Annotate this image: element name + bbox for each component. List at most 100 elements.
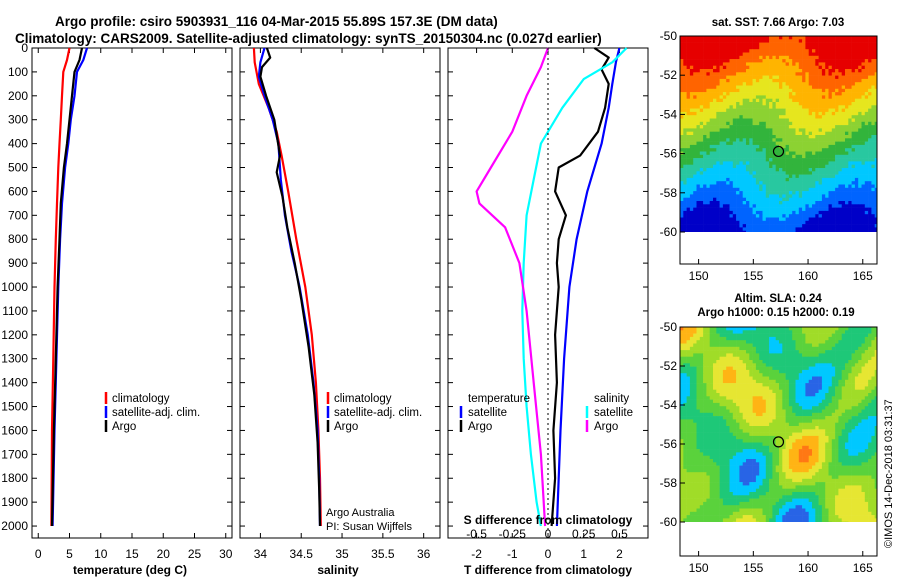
lon-tick-label: 160 (798, 269, 818, 283)
y-tick-label: 1400 (1, 376, 28, 390)
lon-tick-label: 155 (743, 269, 763, 283)
y-tick-label: 1000 (1, 280, 28, 294)
lon-tick-label: 155 (743, 561, 763, 575)
lon-tick-label: 165 (853, 561, 873, 575)
y-tick-label: 1200 (1, 328, 28, 342)
sla-map-frame (679, 326, 878, 557)
s-difference-label: S difference from climatology (464, 513, 633, 527)
lon-tick-label: 150 (689, 269, 709, 283)
sst-map: sat. SST: 7.66 Argo: 7.03 -50 -52 -54 -56 -5… (660, 17, 878, 283)
y-tick-label: 600 (8, 184, 28, 198)
legend-label-t-satellite: satellite (468, 407, 507, 419)
temperature-frame (31, 47, 233, 539)
legend-label-t-argo: Argo (468, 421, 492, 433)
title-line-2: Climatology: CARS2009. Satellite-adjuste… (15, 31, 602, 46)
y-tick-label: 100 (8, 65, 28, 79)
temperature-legend: climatology satellite-adj. clim. Argo (104, 392, 200, 433)
legend-label-satellite-adj: satellite-adj. clim. (112, 407, 200, 419)
title-line-1: Argo profile: csiro 5903931_116 04-Mar-2… (55, 14, 498, 29)
legend-label-s-argo: Argo (594, 421, 618, 433)
y-tick-label: 400 (8, 137, 28, 151)
lat-tick-label: -56 (660, 437, 678, 451)
sla-title-1: Altim. SLA: 0.24 (734, 293, 822, 305)
lat-tick-label: -50 (660, 29, 678, 43)
x-tick-label: 0 (545, 547, 552, 561)
x-tick-label: 15 (125, 547, 139, 561)
y-tick-label: 1500 (1, 400, 28, 414)
x-tick-label: 0 (35, 547, 42, 561)
legend-label-s-satellite: satellite (594, 407, 633, 419)
x-tick-label: 25 (188, 547, 202, 561)
lat-tick-label: -58 (660, 476, 678, 490)
series-climatology-line (50, 47, 71, 527)
series-climatology-line (252, 47, 322, 527)
s-tick-label: 0.5 (611, 527, 628, 541)
y-tick-label: 2000 (1, 519, 28, 533)
lat-tick-label: -50 (660, 320, 678, 334)
s-tick-label: -0.5 (466, 527, 487, 541)
lat-tick-label: -58 (660, 186, 678, 200)
x-tick-label: 30 (219, 547, 233, 561)
legend-label-satellite-adj: satellite-adj. clim. (334, 407, 422, 419)
watermark: ©IMOS 14-Dec-2018 03:31:37 (883, 399, 895, 548)
legend-label-climatology: climatology (334, 393, 392, 405)
series-satellite-line (555, 47, 621, 527)
lon-tick-label: 150 (689, 561, 709, 575)
x-tick-label: 5 (66, 547, 73, 561)
legend-label-argo: Argo (112, 421, 136, 433)
sst-map-frame (679, 35, 878, 265)
y-tick-label: 500 (8, 161, 28, 175)
lat-tick-label: -54 (660, 398, 678, 412)
sla-title-2: Argo h1000: 0.15 h2000: 0.19 (697, 307, 854, 319)
y-tick-label: 800 (8, 232, 28, 246)
y-tick-label: 0 (21, 41, 28, 55)
s-tick-label: 0.25 (572, 527, 596, 541)
lat-tick-label: -52 (660, 359, 678, 373)
legend-label-argo: Argo (334, 421, 358, 433)
y-tick-label: 700 (8, 208, 28, 222)
x-tick-label: 2 (616, 547, 623, 561)
series-argo-line (475, 47, 550, 527)
lon-tick-label: 165 (853, 269, 873, 283)
x-tick-label: -2 (471, 547, 482, 561)
series-argo-line (550, 47, 610, 527)
lat-tick-label: -54 (660, 107, 678, 121)
y-tick-label: 900 (8, 256, 28, 270)
x-tick-label: 35.5 (371, 547, 395, 561)
temperature-panel: 0100200300400500600700800900100011001200… (1, 41, 232, 577)
lat-tick-label: -60 (660, 225, 678, 239)
series-argo-line (50, 47, 84, 527)
y-tick-label: 1100 (2, 304, 28, 318)
temperature-xlabel: temperature (deg C) (73, 563, 187, 577)
sst-map-title: sat. SST: 7.66 Argo: 7.03 (712, 17, 845, 29)
float-position-marker (772, 436, 785, 448)
x-tick-label: 20 (157, 547, 171, 561)
y-tick-label: 1300 (1, 352, 28, 366)
salinity-xlabel: salinity (317, 563, 359, 577)
x-tick-label: 1 (580, 547, 587, 561)
series-satellite-line (521, 47, 628, 527)
difference-xlabel: T difference from climatology (464, 563, 632, 577)
series-argo-line (259, 47, 322, 527)
s-tick-label: -0.25 (499, 527, 527, 541)
y-tick-label: 1700 (1, 447, 28, 461)
x-tick-label: 34 (254, 547, 268, 561)
x-tick-label: 34.5 (290, 547, 314, 561)
lat-tick-label: -60 (660, 515, 678, 529)
legend-title-salinity: salinity (594, 393, 629, 405)
legend-label-climatology: climatology (112, 393, 170, 405)
y-tick-label: 300 (8, 113, 28, 127)
salinity-panel: 34 34.5 35 35.5 36 salinity climatology sate… (239, 47, 441, 577)
legend-title-temperature: temperature (468, 393, 530, 405)
y-tick-label: 200 (8, 89, 28, 103)
x-tick-label: 10 (94, 547, 108, 561)
salinity-frame (239, 47, 441, 539)
lat-tick-label: -56 (660, 147, 678, 161)
credit-line-2: PI: Susan Wijffels (326, 521, 412, 533)
x-tick-label: 36 (417, 547, 431, 561)
lon-tick-label: 160 (798, 561, 818, 575)
x-tick-label: 35 (335, 547, 349, 561)
difference-legend: temperature satellite Argo salinity sate… (459, 393, 633, 433)
